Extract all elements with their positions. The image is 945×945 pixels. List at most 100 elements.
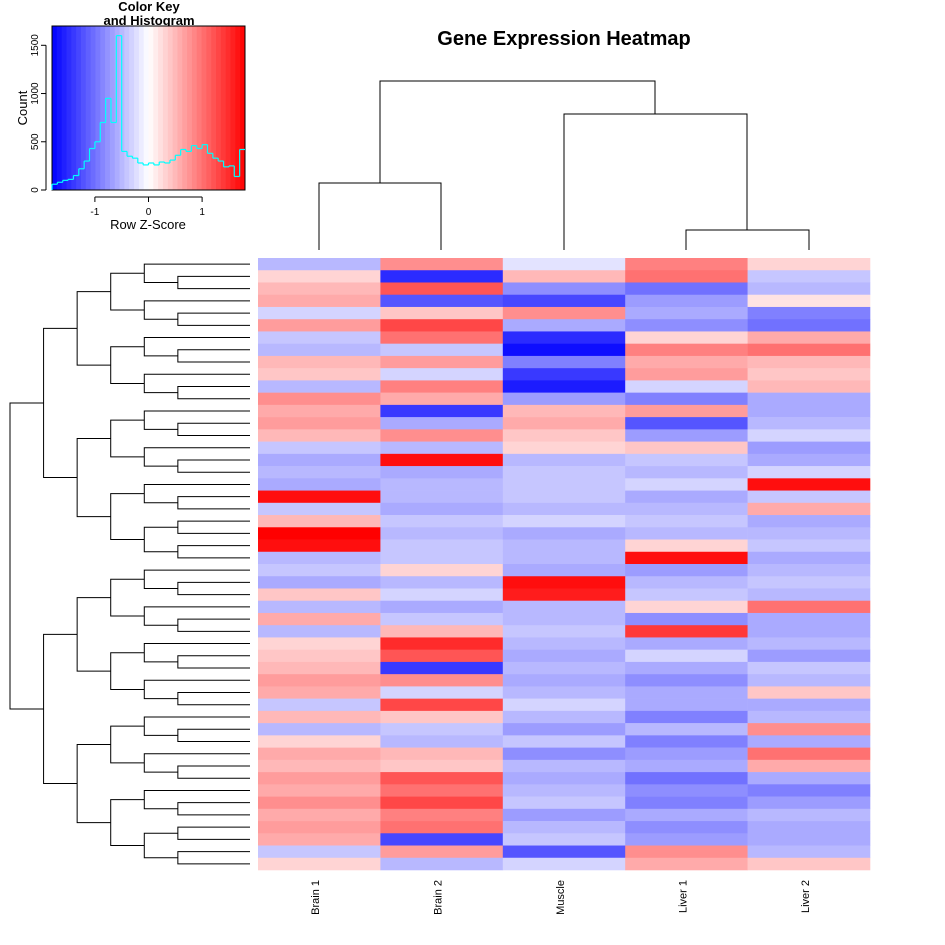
heatmap-cell xyxy=(502,821,626,834)
heatmap-cell xyxy=(625,417,748,430)
heatmap-cell xyxy=(625,821,748,834)
heatmap-cell xyxy=(747,661,871,675)
heatmap-cell xyxy=(625,649,748,663)
heatmap-cell xyxy=(625,698,748,712)
column-label: Brain 2 xyxy=(433,880,445,915)
heatmap-cell xyxy=(747,821,871,834)
heatmap-cell xyxy=(625,674,748,687)
heatmap-cell xyxy=(258,857,381,871)
heatmap-cell xyxy=(380,674,504,687)
key-swatch xyxy=(177,26,183,190)
key-swatch xyxy=(90,26,96,190)
heatmap-cell xyxy=(747,539,871,553)
heatmap-cell xyxy=(258,294,381,308)
key-swatch xyxy=(109,26,116,190)
key-title: Color Key xyxy=(118,0,180,14)
heatmap-cell xyxy=(380,306,504,320)
heatmap-cell xyxy=(747,674,871,687)
heatmap-cell xyxy=(258,258,381,271)
heatmap-cell xyxy=(625,502,748,516)
key-swatch xyxy=(66,26,72,190)
heatmap-cell xyxy=(502,808,626,822)
heatmap-cell xyxy=(502,637,626,650)
key-swatch xyxy=(220,26,227,190)
dendrogram-branch xyxy=(143,716,250,736)
heatmap-cell xyxy=(502,343,626,357)
column-label: Muscle xyxy=(555,880,567,915)
dendrogram-branch xyxy=(143,526,178,553)
heatmap-cell xyxy=(380,698,504,712)
heatmap-cell xyxy=(502,466,626,479)
heatmap-cell xyxy=(625,515,748,528)
heatmap-cell xyxy=(258,490,381,504)
heatmap-cell xyxy=(502,674,626,687)
heatmap-cell xyxy=(747,343,871,357)
heatmap-cell xyxy=(380,845,504,859)
heatmap-cell xyxy=(502,282,626,296)
dendrogram-branch xyxy=(143,643,250,663)
heatmap-cell xyxy=(380,453,504,467)
heatmap-cell xyxy=(502,515,626,528)
heatmap-cell xyxy=(258,576,381,589)
heatmap-cell xyxy=(747,294,871,308)
dendrogram-branch xyxy=(143,569,250,589)
heatmap-cell xyxy=(258,759,381,773)
heatmap-cell xyxy=(380,343,504,357)
heatmap-cell xyxy=(380,502,504,516)
key-swatch xyxy=(216,26,222,190)
heatmap-cell xyxy=(258,612,381,626)
heatmap-cell xyxy=(502,417,626,430)
heatmap-cell xyxy=(502,490,626,504)
heatmap-cell xyxy=(380,368,504,381)
heatmap-cell xyxy=(625,368,748,381)
heatmap-cell xyxy=(380,796,504,810)
heatmap-cell xyxy=(625,723,748,736)
heatmap-cell xyxy=(625,258,748,271)
heatmap-cell xyxy=(625,404,748,418)
heatmap-cell xyxy=(747,845,871,859)
heatmap-cell xyxy=(625,612,748,626)
heatmap-cell xyxy=(380,686,504,699)
heatmap-cell xyxy=(625,845,748,859)
heatmap-cell xyxy=(380,319,504,332)
key-swatch xyxy=(196,26,203,190)
heatmap-cell xyxy=(502,649,626,663)
key-y-tick-label: 1000 xyxy=(30,82,41,105)
heatmap-cell xyxy=(747,796,871,810)
heatmap-cell xyxy=(258,368,381,381)
heatmap-cell xyxy=(258,637,381,650)
key-y-tick-label: 500 xyxy=(30,133,41,150)
heatmap-cell xyxy=(258,392,381,406)
heatmap-cell xyxy=(380,466,504,479)
heatmap-cell xyxy=(258,343,381,357)
heatmap-cell xyxy=(258,551,381,565)
heatmap-cell xyxy=(747,857,871,871)
key-swatch xyxy=(80,26,87,190)
heatmap-cell xyxy=(747,331,871,344)
heatmap-cell xyxy=(747,551,871,565)
heatmap-cell xyxy=(502,564,626,577)
heatmap-cell xyxy=(747,784,871,797)
heatmap-cell xyxy=(747,637,871,650)
heatmap-cell xyxy=(258,282,381,296)
heatmap-cell xyxy=(380,723,504,736)
heatmap-cell xyxy=(747,258,871,271)
heatmap-cell xyxy=(502,270,626,283)
heatmap-cell xyxy=(502,600,626,614)
heatmap-cell xyxy=(502,294,626,308)
heatmap-cell xyxy=(380,625,504,638)
heatmap-cell xyxy=(747,478,871,491)
heatmap-cell xyxy=(258,331,381,344)
heatmap-cell xyxy=(625,282,748,296)
heatmap-cell xyxy=(502,845,626,859)
heatmap-cell xyxy=(502,735,626,748)
heatmap-cell xyxy=(747,772,871,785)
heatmap-cell xyxy=(747,686,871,699)
heatmap-cell xyxy=(502,710,626,724)
heatmap-cell xyxy=(502,625,626,638)
heatmap-cell xyxy=(747,502,871,516)
key-swatch xyxy=(172,26,178,190)
heatmap-cell xyxy=(502,306,626,320)
heatmap-cell xyxy=(380,417,504,430)
heatmap-cell xyxy=(625,355,748,369)
